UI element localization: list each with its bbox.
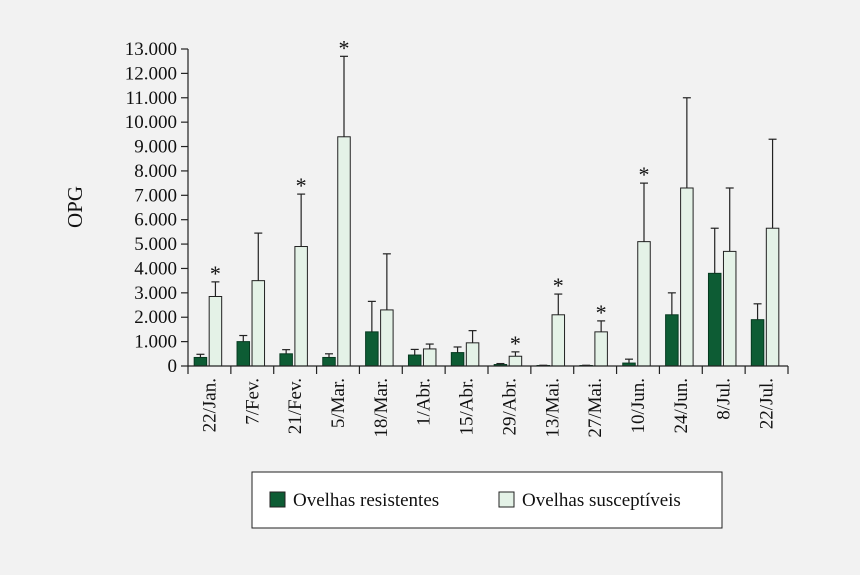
bar-susceptiveis <box>637 241 651 367</box>
bar-resistentes <box>322 356 336 367</box>
bars: * * * * * * * <box>193 35 780 367</box>
bar-susceptiveis <box>380 309 394 367</box>
bar-resistentes <box>236 341 251 367</box>
y-tick-label: 8.000 <box>134 161 177 182</box>
x-axis: 22/Jan. 7/Fev. 21/Fev. 5/Mar. 18/Mar. 1/Abr. 1… <box>187 365 789 438</box>
bar-susceptiveis <box>294 246 308 367</box>
significance-marker: * <box>596 300 607 325</box>
significance-marker: * <box>296 173 307 198</box>
significance-marker: * <box>210 261 221 286</box>
y-tick-label: 11.000 <box>125 88 177 109</box>
legend-label-resistentes: Ovelhas resistentes <box>293 490 439 511</box>
bar-susceptiveis <box>465 342 480 367</box>
y-tick-label: 0 <box>168 356 178 377</box>
x-tick-label: 8/Jul. <box>714 378 735 420</box>
bar-susceptiveis <box>422 348 437 367</box>
x-tick-label: 1/Abr. <box>414 378 435 426</box>
x-tick-label: 13/Mai. <box>542 378 563 438</box>
y-tick-label: 13.000 <box>125 39 177 60</box>
y-tick-label: 1.000 <box>134 332 177 353</box>
y-tick-label: 4.000 <box>134 258 177 279</box>
x-tick-label: 18/Mar. <box>371 378 392 438</box>
bar-susceptiveis <box>680 187 694 367</box>
bar-susceptiveis <box>251 280 266 367</box>
bar-resistentes <box>279 353 293 367</box>
legend: Ovelhas resistentes Ovelhas susceptíveis <box>251 471 723 529</box>
y-tick-label: 10.000 <box>125 112 177 133</box>
bar-susceptiveis <box>208 296 223 367</box>
bar-resistentes <box>193 356 208 367</box>
bar-susceptiveis <box>337 136 351 367</box>
legend-swatch-resistentes <box>269 491 286 508</box>
bar-susceptiveis <box>551 314 566 367</box>
legend-box <box>251 471 723 529</box>
y-axis-label: OPG <box>63 186 87 228</box>
x-tick-label: 7/Fev. <box>242 378 263 425</box>
x-tick-label: 10/Jun. <box>628 378 649 433</box>
y-tick-label: 9.000 <box>134 137 177 158</box>
x-tick-label: 27/Mai. <box>585 378 606 438</box>
x-tick-label: 22/Jan. <box>199 378 220 432</box>
y-tick-label: 7.000 <box>134 185 177 206</box>
significance-marker: * <box>510 331 521 356</box>
significance-marker: * <box>553 273 564 298</box>
bar-susceptiveis <box>508 355 523 367</box>
bar-resistentes <box>707 272 722 367</box>
legend-swatch-susceptiveis <box>498 491 515 508</box>
y-axis: 0 1.000 2.000 3.000 4.000 5.000 6.000 7.000 8.00… <box>125 39 189 377</box>
bar-resistentes <box>750 319 765 367</box>
bar-susceptiveis <box>594 331 608 367</box>
bar-susceptiveis <box>765 227 780 367</box>
legend-label-susceptiveis: Ovelhas susceptíveis <box>522 490 681 511</box>
bar-resistentes <box>665 314 679 367</box>
bar-resistentes <box>407 354 422 367</box>
bar-resistentes <box>365 331 379 367</box>
x-tick-label: 22/Jul. <box>757 378 778 429</box>
bar-resistentes <box>450 352 465 367</box>
x-tick-label: 21/Fev. <box>285 378 306 434</box>
significance-marker: * <box>339 35 350 60</box>
y-tick-label: 12.000 <box>125 63 177 84</box>
x-tick-label: 29/Abr. <box>499 378 520 436</box>
y-tick-label: 3.000 <box>134 283 177 304</box>
y-tick-label: 5.000 <box>134 234 177 255</box>
x-tick-label: 24/Jun. <box>671 378 692 433</box>
y-tick-label: 2.000 <box>134 307 177 328</box>
bar-susceptiveis <box>722 250 737 367</box>
y-tick-label: 6.000 <box>134 210 177 231</box>
x-tick-label: 15/Abr. <box>457 378 478 436</box>
x-tick-label: 5/Mar. <box>328 378 349 428</box>
significance-marker: * <box>639 162 650 187</box>
